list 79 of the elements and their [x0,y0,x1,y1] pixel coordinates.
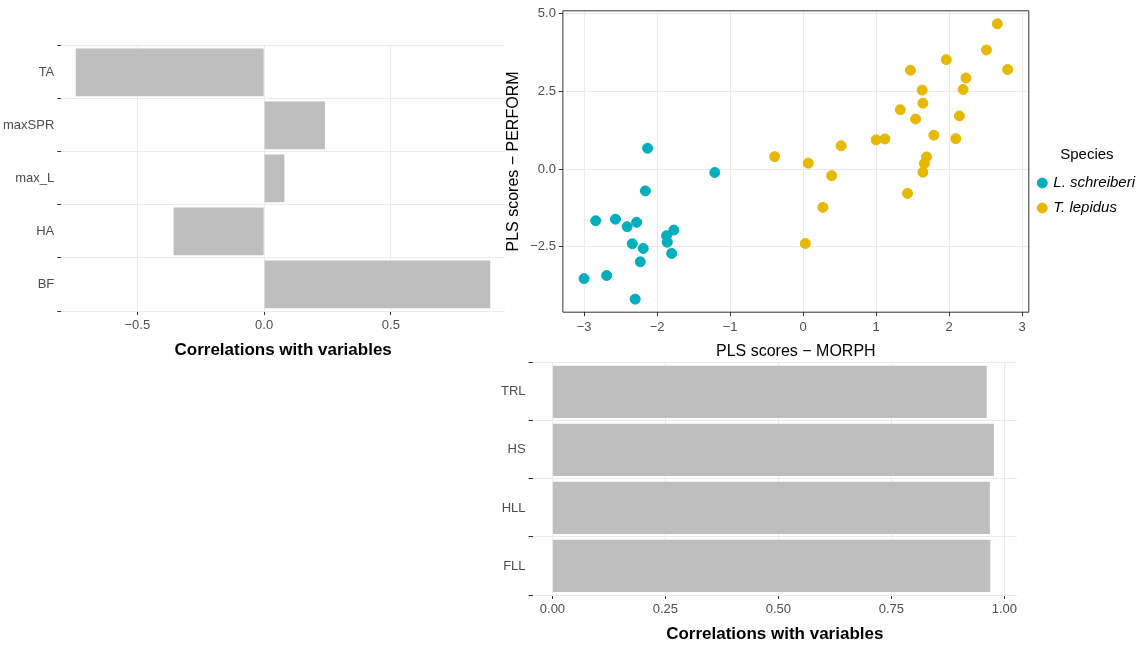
x-tick-label: −1 [722,318,738,334]
point [928,129,940,141]
x-tick-label: −3 [576,318,592,334]
point [626,238,638,250]
x-tick-label: −2 [649,318,665,334]
bar [264,101,325,150]
y-axis-title: PLS scores − PERFORM [504,71,522,252]
y-tick-label: TRL [501,383,526,399]
x-tick-label: 0.0 [255,317,274,333]
point [799,237,811,249]
y-tick-label: HLL [501,499,526,515]
point [879,133,891,145]
point [609,213,621,225]
y-tick-label: −2.5 [530,238,556,254]
bar [173,207,264,256]
point [817,201,829,213]
point [980,44,992,56]
point [904,64,916,76]
point [709,167,721,179]
point [637,242,649,254]
point [631,216,643,228]
point [957,83,969,95]
x-axis-title: PLS scores − MORPH [716,341,876,359]
point [917,97,929,109]
x-tick-label: 0.5 [381,317,400,333]
point [601,270,613,281]
point [960,72,972,84]
point [769,151,781,163]
y-tick-label: HA [36,223,55,239]
y-tick-label: BF [37,276,55,292]
point [578,273,590,285]
x-axis-title: Correlations with variables [666,624,884,644]
point [953,110,965,122]
x-tick-label: 3 [1018,318,1026,334]
point [666,247,678,259]
legend-label: T. lepidus [1053,198,1118,216]
x-tick-label: 2 [945,318,953,334]
y-tick-label: maxSPR [2,116,55,132]
x-axis-title: Correlations with variables [174,340,392,360]
point [629,293,641,305]
y-tick-label: 5.0 [537,5,556,21]
point [639,185,651,197]
y-tick-label: FLL [503,557,526,573]
point [991,18,1003,30]
point [940,54,952,66]
point [910,113,922,125]
y-tick-label: HS [507,441,526,457]
point [870,134,882,146]
point [916,84,928,96]
legend-title: Species [1060,145,1114,163]
point [921,151,933,163]
x-tick-label: 0.50 [765,601,792,617]
x-tick-label: 0 [799,318,807,334]
legend-label: L. schreiberi [1053,173,1136,191]
point [950,133,962,145]
bar [264,154,285,203]
point [894,104,906,116]
y-tick-label: max_L [15,169,55,185]
point [835,140,847,152]
x-tick-label: 0.00 [539,601,566,617]
y-tick-label: 2.5 [537,82,556,98]
x-tick-label: 1 [872,318,880,334]
bar [75,48,264,97]
point [668,224,680,236]
point [642,142,654,154]
x-tick-label: 0.25 [652,601,679,617]
point [902,187,914,199]
x-tick-label: 1.00 [991,601,1018,617]
point [1002,64,1014,76]
x-tick-label: −0.5 [124,317,151,333]
point [802,157,814,169]
point [590,215,602,227]
y-tick-label: 0.0 [537,160,556,176]
x-tick-label: 0.75 [878,601,905,617]
point [634,256,646,268]
point [621,221,633,233]
bar [264,260,491,309]
y-tick-label: TA [38,63,55,79]
point [826,170,838,182]
